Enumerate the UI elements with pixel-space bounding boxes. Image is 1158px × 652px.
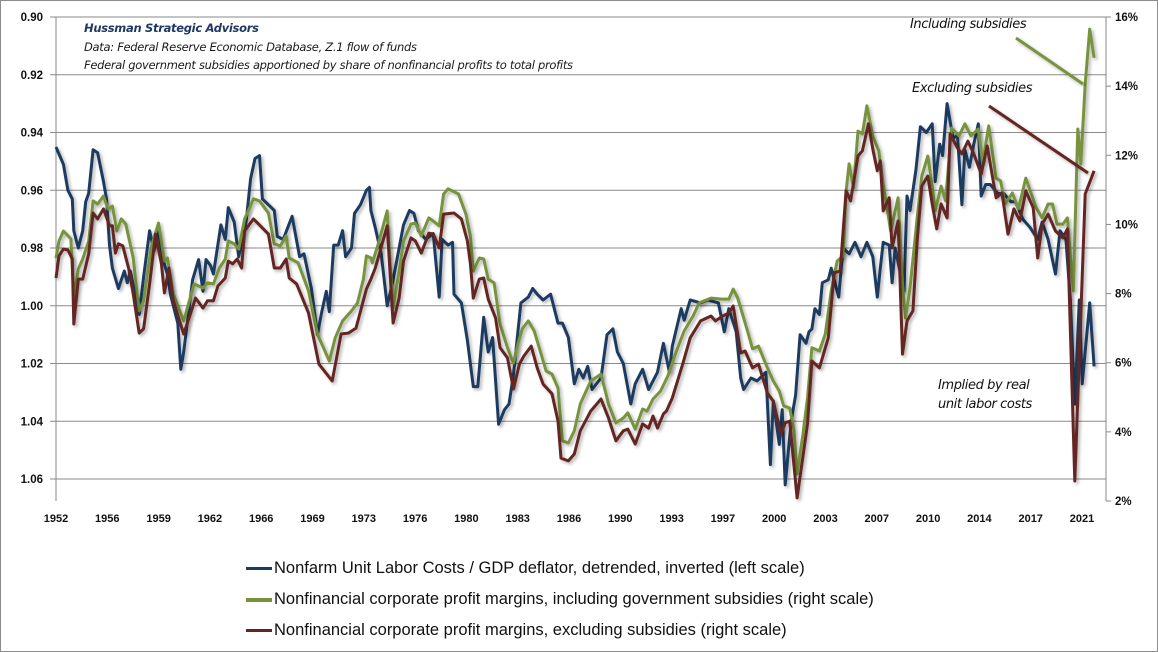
- annotation-pointer-excluding: [988, 104, 1089, 175]
- x-axis-tick-label: 2010: [916, 513, 940, 525]
- x-axis-tick-label: 2017: [1018, 513, 1042, 525]
- legend-label: Nonfarm Unit Labor Costs / GDP deflator,…: [274, 559, 805, 577]
- x-axis-tick-label: 2014: [967, 513, 992, 525]
- chart-data-source: Data: Federal Reserve Economic Database,…: [84, 40, 417, 54]
- x-axis-tick-label: 1990: [608, 513, 632, 525]
- x-axis-tick-label: 2000: [762, 513, 786, 525]
- left-axis-tick-label: 1.04: [21, 416, 44, 428]
- series-line-margins-including-subsidies: [54, 27, 1096, 476]
- left-axis-tick-label: 1.06: [21, 474, 43, 486]
- legend-swatch-blue: [246, 567, 272, 570]
- x-axis-tick-label: 1980: [454, 513, 478, 525]
- legend-label: Nonfinancial corporate profit margins, i…: [274, 590, 874, 608]
- annotation-pointer-including: [1015, 36, 1084, 86]
- annotation-implied-line2: unit labor costs: [938, 397, 1032, 412]
- legend-swatch-red: [246, 629, 272, 632]
- x-axis-tick-label: 2021: [1070, 513, 1094, 525]
- right-axis-tick-label: 14%: [1115, 81, 1138, 93]
- right-axis-tick-label: 16%: [1115, 12, 1138, 24]
- right-axis-tick-label: 10%: [1115, 219, 1138, 231]
- left-axis-tick-label: 0.92: [21, 70, 43, 82]
- legend-label: Nonfinancial corporate profit margins, e…: [274, 621, 787, 639]
- chart-source-title: Hussman Strategic Advisors: [84, 21, 259, 35]
- annotation-lines: [988, 36, 1091, 371]
- x-axis-tick-label: 1959: [146, 513, 170, 525]
- right-axis-tick-label: 12%: [1115, 150, 1138, 162]
- x-axis-tick-label: 1962: [198, 513, 222, 525]
- legend-item-margins-excluding: Nonfinancial corporate profit margins, e…: [246, 621, 787, 640]
- chart-methodology-note: Federal government subsidies apportioned…: [84, 58, 573, 72]
- x-axis-tick-label: 1969: [300, 513, 324, 525]
- series-lines: [54, 27, 1096, 500]
- x-axis-tick-label: 1993: [659, 513, 683, 525]
- x-axis-tick-label: 1973: [352, 513, 376, 525]
- x-axis-tick-label: 2003: [813, 513, 837, 525]
- right-axis-tick-label: 6%: [1115, 358, 1132, 370]
- annotation-including-subsidies: Including subsidies: [910, 17, 1027, 32]
- legend-item-unit-labor-costs: Nonfarm Unit Labor Costs / GDP deflator,…: [246, 559, 805, 578]
- x-axis-tick-label: 1966: [249, 513, 273, 525]
- left-axis-tick-label: 0.96: [21, 185, 43, 197]
- right-axis-tick-label: 4%: [1115, 427, 1132, 439]
- axes: 0.90 0.92 0.94 0.96 0.98 1.00 1.02 1.04 1.06 16% 1…: [21, 12, 1138, 525]
- right-axis-tick-label: 8%: [1115, 289, 1132, 301]
- x-axis-tick-label: 1986: [557, 513, 581, 525]
- x-axis-tick-label: 1952: [44, 513, 68, 525]
- left-axis-tick-label: 1.00: [21, 301, 43, 313]
- x-axis-tick-label: 1956: [95, 513, 119, 525]
- series-line-margins-excluding-subsidies: [54, 122, 1096, 500]
- x-axis-tick-label: 1976: [403, 513, 427, 525]
- legend-swatch-green: [246, 597, 272, 602]
- x-axis-tick-label: 2007: [865, 513, 889, 525]
- legend-item-margins-including: Nonfinancial corporate profit margins, i…: [246, 590, 874, 609]
- annotation-implied-line1: Implied by real: [938, 378, 1030, 393]
- annotation-excluding-subsidies: Excluding subsidies: [912, 81, 1033, 96]
- left-axis-tick-label: 0.98: [21, 243, 44, 255]
- left-axis-tick-label: 0.90: [21, 12, 43, 24]
- series-line-unit-labor-costs: [54, 102, 1096, 487]
- x-axis-tick-label: 1997: [711, 513, 735, 525]
- x-axis-tick-label: 1983: [505, 513, 529, 525]
- left-axis-tick-label: 1.02: [21, 359, 43, 371]
- right-axis-tick-label: 2%: [1115, 496, 1132, 508]
- left-axis-tick-label: 0.94: [21, 128, 44, 140]
